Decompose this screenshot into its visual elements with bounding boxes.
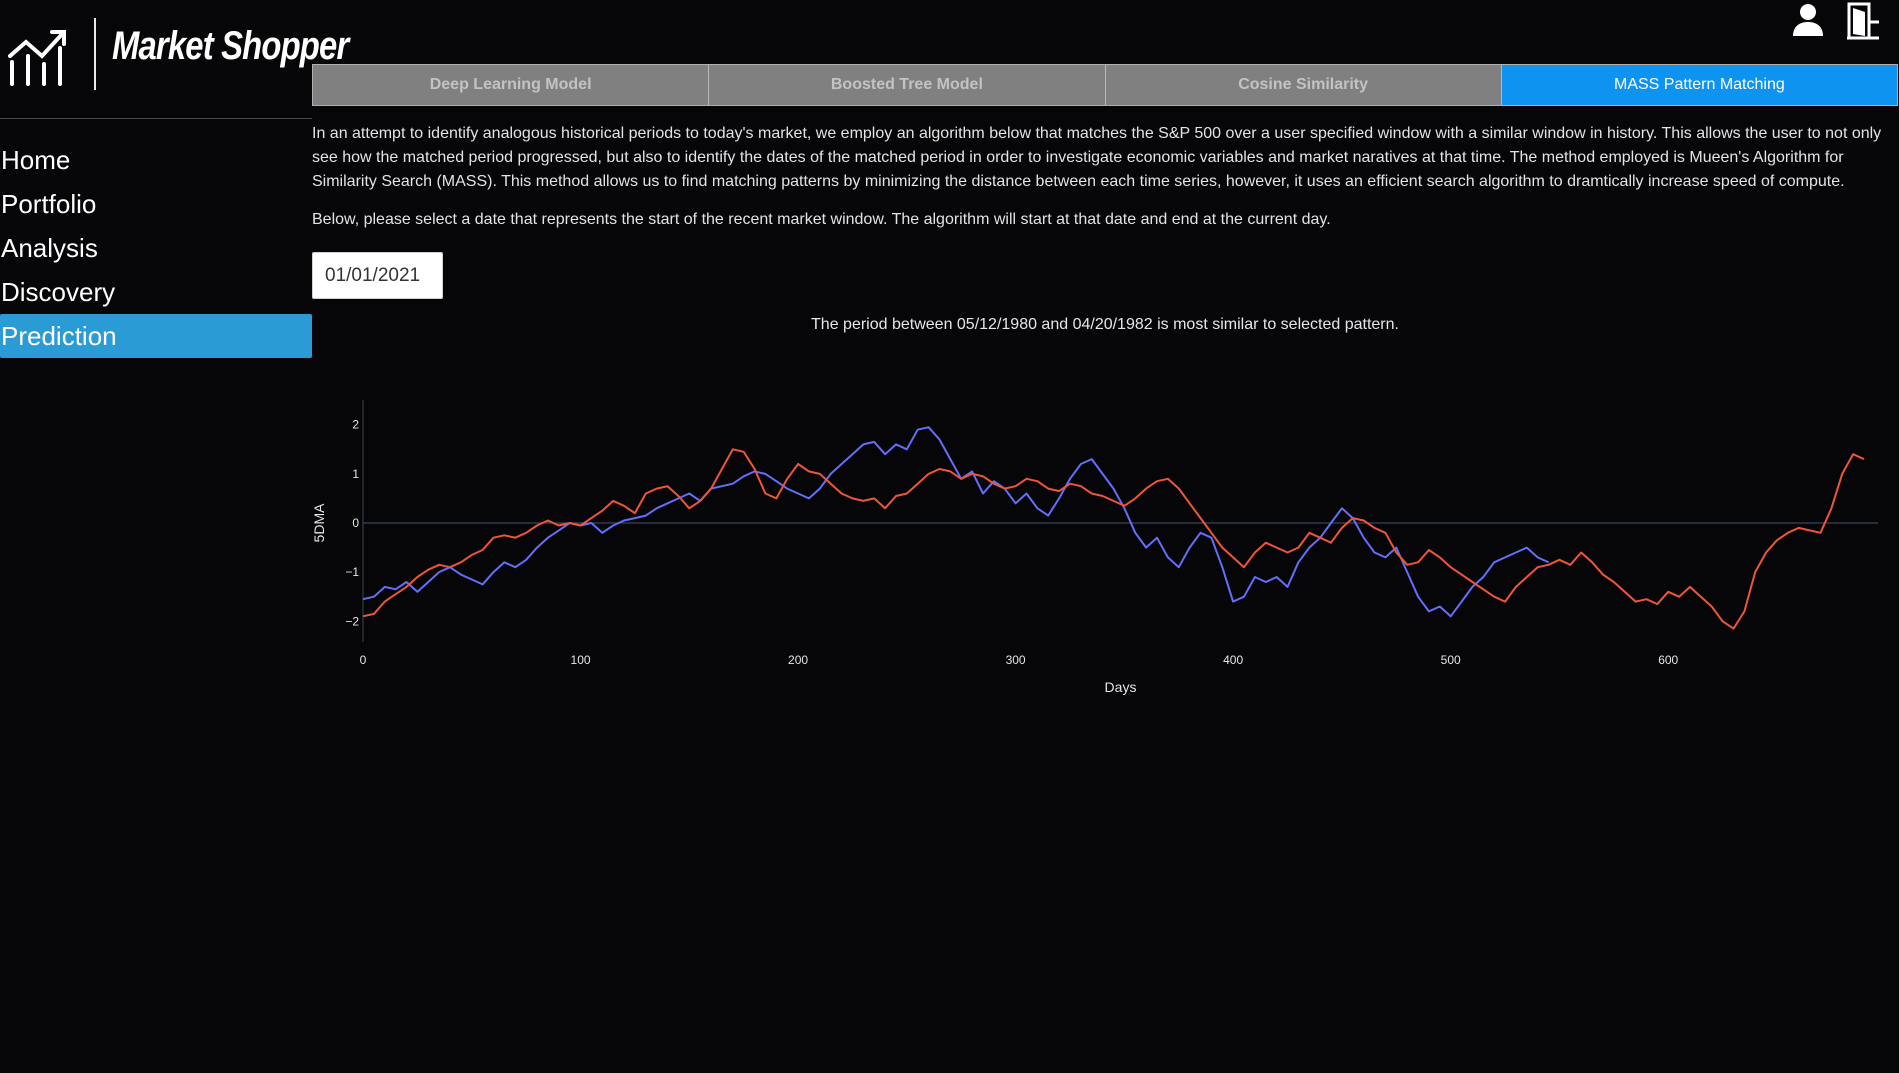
nav-item-analysis[interactable]: Analysis (1, 233, 98, 263)
x-tick-label: 600 (1658, 653, 1678, 667)
x-tick-label: 300 (1006, 653, 1026, 667)
nav-item-prediction[interactable]: Prediction (0, 314, 312, 358)
brand-logo[interactable]: Market Shopper (8, 14, 349, 94)
x-axis-label: Days (1105, 679, 1137, 695)
nav-item-home[interactable]: Home (1, 145, 71, 175)
content-area: In an attempt to identify analogous hist… (312, 122, 1892, 232)
nav-item-discovery[interactable]: Discovery (1, 277, 116, 307)
series-line-red (362, 448, 1865, 630)
x-tick-label: 100 (571, 653, 591, 667)
tab-mass-pattern-matching[interactable]: MASS Pattern Matching (1501, 65, 1897, 105)
x-tick-label: 0 (360, 653, 367, 667)
brand-name: Market Shopper (112, 24, 349, 68)
start-date-input[interactable] (312, 252, 443, 299)
series-line-blue (362, 426, 1550, 618)
logo-divider (94, 18, 96, 90)
y-axis-label: 5DMA (312, 503, 327, 543)
nav-item-portfolio[interactable]: Portfolio (1, 189, 97, 219)
x-tick-label: 200 (788, 653, 808, 667)
sidebar-nav: Home Portfolio Analysis Discovery Predic… (0, 138, 312, 358)
y-tick-label: −1 (345, 565, 359, 579)
user-icon[interactable] (1790, 2, 1826, 42)
sidebar-divider (0, 118, 312, 119)
y-axis-ticks: −2 −1 0 1 2 (345, 418, 359, 629)
pattern-chart: −2 −1 0 1 2 0 100 200 300 400 500 600 Days 5DMA (312, 400, 1878, 695)
x-axis-ticks: 0 100 200 300 400 500 600 (360, 653, 1679, 667)
sidebar: Market Shopper Home Portfolio Analysis D… (0, 0, 349, 1073)
exit-door-icon[interactable] (1845, 2, 1881, 42)
description-text: In an attempt to identify analogous hist… (312, 125, 1882, 190)
tab-boosted-tree-model[interactable]: Boosted Tree Model (709, 65, 1106, 105)
model-tabs: Deep Learning Model Boosted Tree Model C… (312, 64, 1898, 106)
x-tick-label: 500 (1441, 653, 1461, 667)
y-tick-label: 1 (352, 467, 359, 481)
y-tick-label: 0 (352, 516, 359, 530)
tab-cosine-similarity[interactable]: Cosine Similarity (1105, 65, 1502, 105)
result-text: The period between 05/12/1980 and 04/20/… (811, 316, 1399, 333)
instruction-text: Below, please select a date that represe… (312, 211, 1331, 228)
chart-trend-icon (8, 30, 66, 86)
tab-deep-learning-model[interactable]: Deep Learning Model (313, 65, 710, 105)
y-tick-label: 2 (352, 418, 359, 432)
y-tick-label: −2 (345, 614, 359, 628)
series-group (362, 426, 1865, 630)
x-tick-label: 400 (1223, 653, 1243, 667)
